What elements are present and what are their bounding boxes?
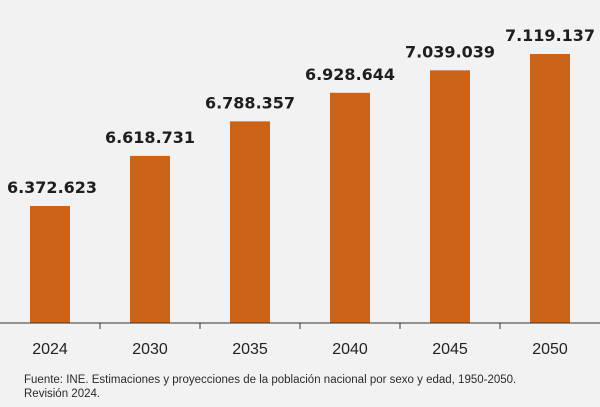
data-label-2035: 6.788.357	[205, 93, 295, 112]
x-tick-label-2035: 2035	[232, 341, 268, 358]
bar-2024	[30, 206, 70, 323]
x-tick-label-2050: 2050	[532, 341, 568, 358]
data-label-2045: 7.039.039	[405, 42, 495, 61]
source-line-2: Revisión 2024.	[24, 388, 101, 400]
bar-2050	[530, 54, 570, 323]
data-label-2040: 6.928.644	[305, 65, 395, 84]
data-label-2030: 6.618.731	[105, 128, 195, 147]
source-line-1: Fuente: INE. Estimaciones y proyecciones…	[24, 374, 517, 386]
x-tick-label-2024: 2024	[32, 341, 68, 358]
data-label-2024: 6.372.623	[7, 178, 97, 197]
source-note: Fuente: INE. Estimaciones y proyecciones…	[24, 373, 584, 401]
bar-chart: 6.372.623 2024 6.618.731 2030 6.788.357 2035 6…	[0, 26, 600, 358]
bar-2035	[230, 121, 270, 323]
x-tick-label-2045: 2045	[432, 341, 468, 358]
data-label-2050: 7.119.137	[505, 26, 595, 45]
bars-group	[30, 54, 570, 324]
x-tick-label-2030: 2030	[132, 341, 168, 358]
bar-2040	[330, 92, 370, 323]
x-tick-label-2040: 2040	[332, 341, 368, 358]
bar-2045	[430, 70, 470, 324]
x-tick-marks	[99, 323, 501, 329]
bar-2030	[130, 155, 170, 323]
labels-group: 6.372.623 2024 6.618.731 2030 6.788.357 2035 6…	[7, 26, 595, 358]
